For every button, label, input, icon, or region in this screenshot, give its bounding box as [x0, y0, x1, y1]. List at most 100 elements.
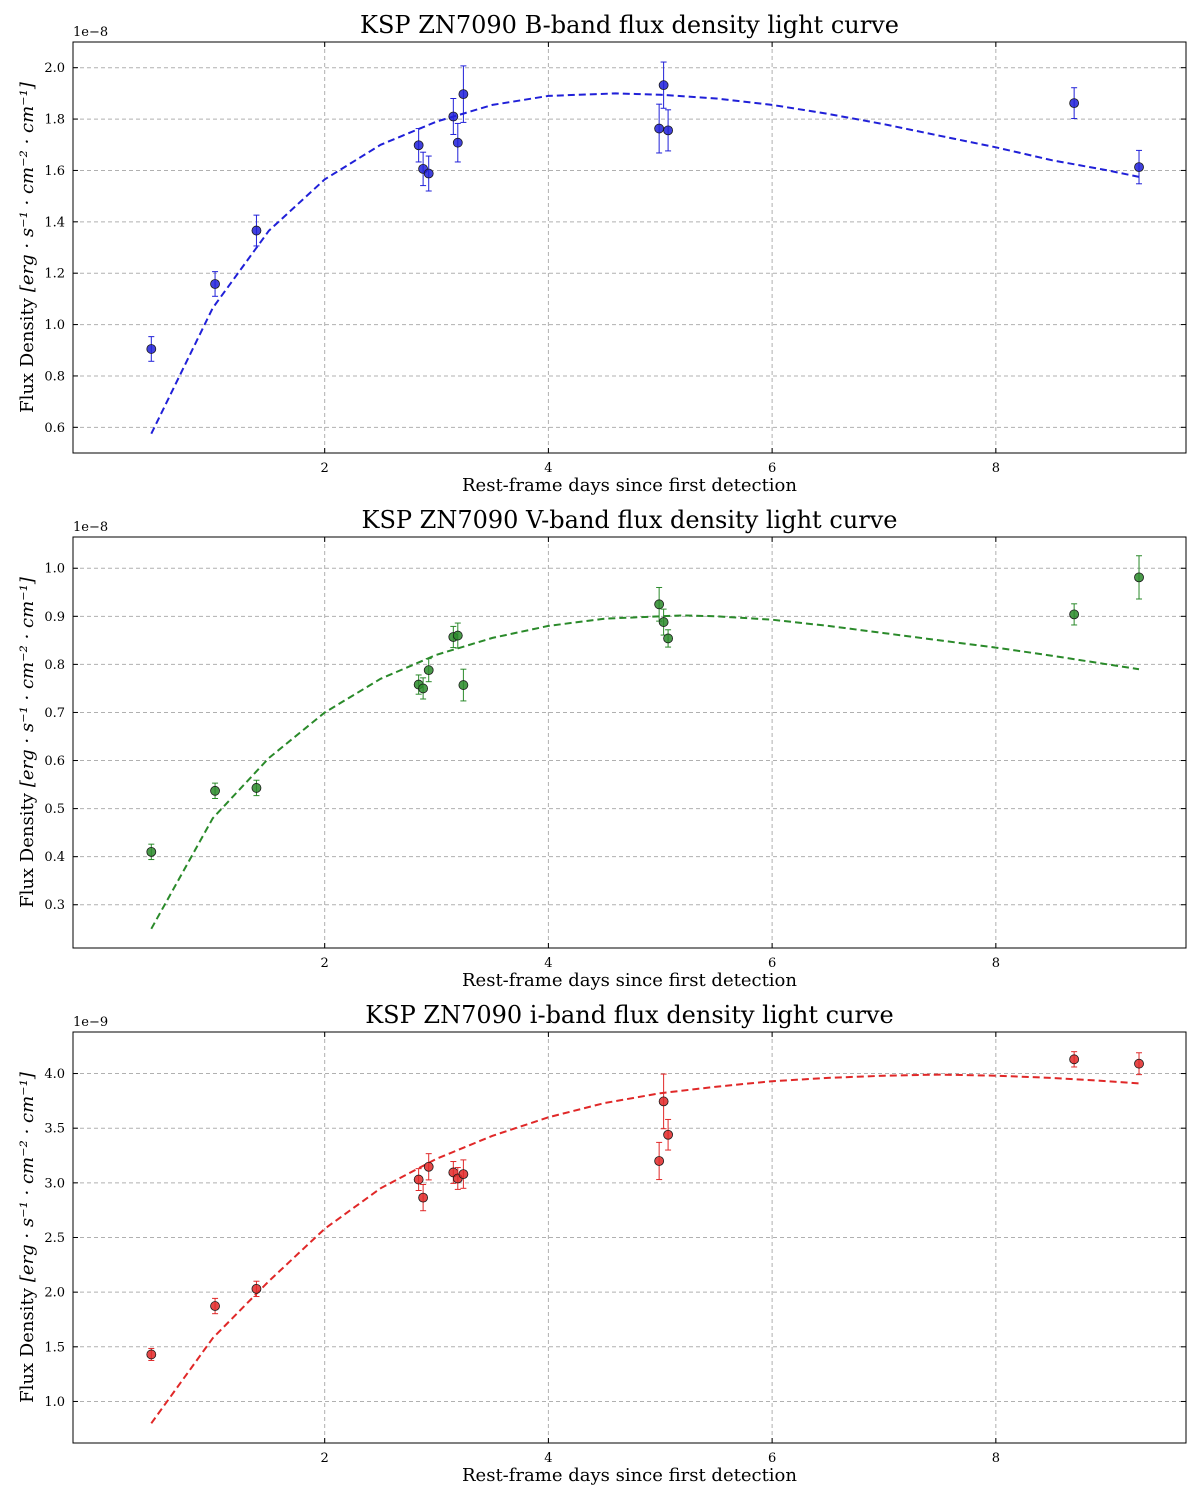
marker	[146, 846, 157, 857]
marker	[251, 1283, 262, 1294]
x-tick-label: 8	[992, 1451, 1000, 1466]
marker	[654, 599, 665, 610]
y-axis-label: Flux Density [erg · s⁻¹ · cm⁻² · cm⁻¹]	[17, 81, 38, 413]
x-axis-label: Rest-frame days since first detection	[462, 970, 797, 991]
marker	[413, 140, 424, 151]
y-axis-label-units: [erg · s⁻¹ · cm⁻² · cm⁻¹]	[17, 81, 38, 292]
data-point	[1069, 87, 1080, 120]
marker	[418, 1192, 429, 1203]
x-tick-label: 4	[544, 956, 552, 971]
marker	[458, 89, 469, 100]
data-point	[413, 1168, 424, 1191]
marker	[146, 1349, 157, 1360]
data-point	[458, 668, 469, 702]
data-point	[458, 1159, 469, 1189]
data-point	[1134, 1052, 1144, 1076]
axes-frame	[72, 536, 1187, 949]
y-tick-label: 1.0	[44, 1395, 65, 1410]
data-point	[458, 65, 469, 123]
marker	[1134, 572, 1144, 583]
chart-title: KSP ZN7090 i-band flux density light cur…	[365, 1001, 894, 1029]
y-tick-label: 0.4	[44, 850, 65, 865]
marker	[423, 168, 434, 179]
data-point	[210, 271, 220, 297]
marker	[423, 665, 434, 676]
data-point	[423, 658, 434, 683]
chart-panel-2: 2 4 6 8 0.3 0.4 0.5 0.6 0.7 0.8 0.9 1.0 KSP ZN7090 V…	[17, 506, 1187, 991]
data-point	[663, 109, 673, 152]
axes-frame	[72, 1031, 1187, 1444]
data-point	[418, 1183, 429, 1212]
data-point	[146, 843, 157, 861]
marker	[658, 1096, 669, 1107]
marker	[658, 617, 669, 627]
y-axis-label: Flux Density [erg · s⁻¹ · cm⁻² · cm⁻¹]	[17, 1071, 38, 1403]
data-point	[452, 622, 463, 649]
marker	[1134, 1058, 1144, 1069]
y-tick-label: 1.8	[44, 113, 65, 128]
marker	[210, 785, 220, 796]
data-point	[663, 629, 673, 648]
y-axis-label-name: Flux Density	[17, 792, 38, 908]
marker	[210, 279, 220, 289]
x-tick-label: 2	[321, 1451, 329, 1466]
x-tick-label: 4	[544, 1451, 552, 1466]
y-tick-label: 1.0	[44, 318, 65, 333]
y-offset-text: 1e−8	[73, 25, 108, 40]
y-tick-label: 0.3	[44, 898, 65, 913]
marker	[452, 137, 463, 148]
data-point	[251, 214, 262, 247]
x-tick-label: 6	[768, 1451, 776, 1466]
data-point	[418, 151, 429, 187]
marker	[418, 683, 429, 694]
marker	[1069, 98, 1080, 109]
marker	[663, 1129, 673, 1140]
data-point	[146, 336, 157, 362]
x-tick-label: 4	[544, 461, 552, 476]
y-tick-label: 0.8	[44, 658, 65, 673]
marker	[448, 111, 459, 122]
y-tick-label: 1.2	[44, 267, 65, 282]
x-tick-label: 8	[992, 461, 1000, 476]
data-point	[251, 1280, 262, 1298]
data-point	[658, 608, 669, 636]
y-axis-label-name: Flux Density	[17, 1287, 38, 1403]
y-tick-label: 0.6	[44, 421, 65, 436]
marker	[251, 225, 262, 236]
marker	[658, 80, 669, 91]
data-point	[658, 1073, 669, 1130]
data-point	[423, 1153, 434, 1181]
x-tick-label: 6	[768, 956, 776, 971]
data-point	[654, 1141, 665, 1181]
marker	[452, 630, 463, 641]
x-tick-label: 2	[321, 461, 329, 476]
y-tick-label: 2.0	[44, 61, 65, 76]
y-tick-label: 1.5	[44, 1340, 65, 1355]
marker	[1069, 609, 1080, 620]
data-point	[1134, 149, 1144, 185]
y-tick-label: 2.5	[44, 1231, 65, 1246]
data-point	[418, 677, 429, 700]
marker	[654, 1156, 665, 1166]
y-tick-label: 4.0	[44, 1067, 65, 1082]
x-tick-label: 8	[992, 956, 1000, 971]
fit-curve	[150, 1073, 1140, 1424]
data-point	[1069, 603, 1080, 626]
data-point	[413, 128, 424, 163]
y-tick-label: 1.4	[44, 215, 65, 230]
data-point	[251, 779, 262, 797]
y-axis-label-units: [erg · s⁻¹ · cm⁻² · cm⁻¹]	[17, 576, 38, 787]
y-axis-label: Flux Density [erg · s⁻¹ · cm⁻² · cm⁻¹]	[17, 576, 38, 908]
y-tick-label: 0.7	[44, 706, 65, 721]
marker	[146, 344, 157, 354]
x-axis-label: Rest-frame days since first detection	[462, 1465, 797, 1486]
data-point	[1134, 555, 1144, 600]
axes-frame	[72, 41, 1187, 454]
y-tick-label: 0.5	[44, 802, 65, 817]
y-tick-label: 1.0	[44, 562, 65, 577]
chart-title: KSP ZN7090 B-band flux density light cur…	[360, 11, 899, 39]
data-point	[146, 1347, 157, 1361]
marker	[663, 633, 673, 644]
marker	[458, 680, 469, 690]
